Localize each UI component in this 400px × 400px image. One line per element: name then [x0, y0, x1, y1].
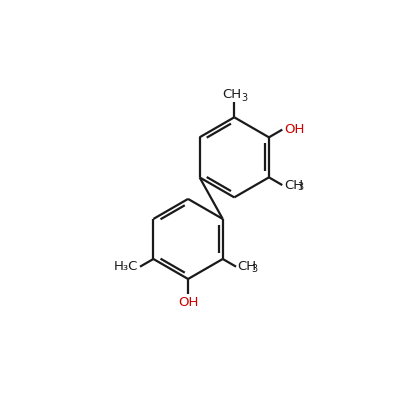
Text: CH: CH — [222, 88, 242, 101]
Text: 3: 3 — [241, 93, 247, 103]
Text: CH: CH — [238, 260, 257, 273]
Text: 3: 3 — [252, 264, 258, 274]
Text: OH: OH — [284, 123, 304, 136]
Text: OH: OH — [178, 296, 198, 309]
Text: CH: CH — [284, 178, 303, 192]
Text: 3: 3 — [298, 182, 304, 192]
Text: H₃C: H₃C — [114, 260, 138, 273]
